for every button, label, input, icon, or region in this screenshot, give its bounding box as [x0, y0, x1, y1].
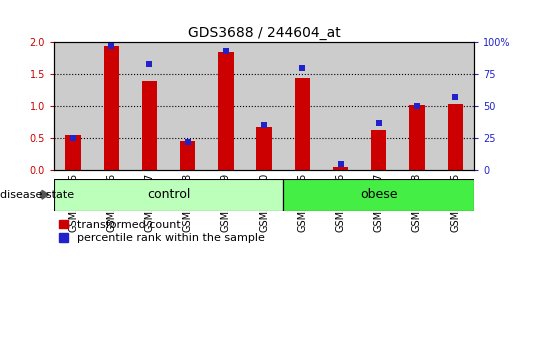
Bar: [180, 141, 195, 170]
Bar: [295, 78, 310, 170]
Text: control: control: [147, 188, 190, 201]
Bar: [371, 130, 386, 170]
Bar: [333, 167, 348, 170]
Title: GDS3688 / 244604_at: GDS3688 / 244604_at: [188, 26, 341, 40]
Text: obese: obese: [360, 188, 398, 201]
FancyBboxPatch shape: [54, 179, 283, 211]
Bar: [103, 46, 119, 170]
FancyBboxPatch shape: [283, 179, 474, 211]
Bar: [65, 135, 81, 170]
Bar: [447, 104, 463, 170]
Text: disease state: disease state: [0, 190, 74, 200]
Legend: transformed count, percentile rank within the sample: transformed count, percentile rank withi…: [59, 220, 265, 243]
Bar: [218, 52, 233, 170]
Bar: [257, 127, 272, 170]
Bar: [409, 105, 425, 170]
Bar: [142, 81, 157, 170]
